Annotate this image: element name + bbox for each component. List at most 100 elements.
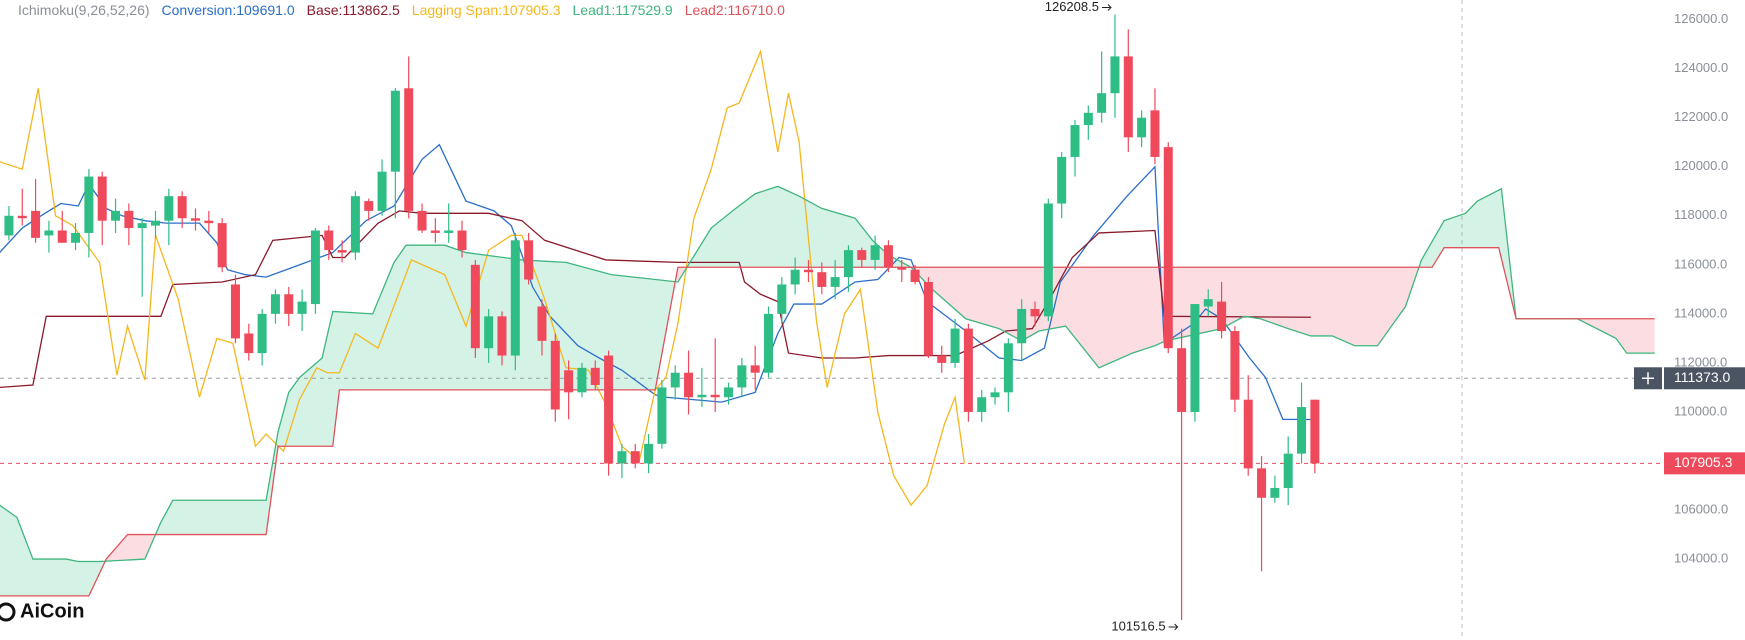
y-tick-label: 104000.0 (1674, 551, 1728, 566)
candle-body (244, 333, 254, 354)
candle-body (190, 218, 200, 221)
extreme-arrow (1168, 623, 1179, 631)
candle-body (177, 196, 187, 219)
candle-body (444, 230, 454, 233)
indicator-legend: Ichimoku(9,26,52,26) Conversion:109691.0… (18, 2, 785, 18)
candle-body (777, 284, 787, 314)
candle-body (1123, 56, 1133, 138)
candle-body (217, 223, 227, 268)
candle-body (71, 232, 81, 243)
y-tick-label: 126000.0 (1674, 11, 1728, 26)
candle-body (817, 272, 827, 287)
candle-body (670, 372, 680, 388)
candle-body (350, 196, 360, 253)
candle-body (963, 328, 973, 412)
lagging-span-line (0, 49, 966, 507)
y-tick-label: 124000.0 (1674, 60, 1728, 75)
plus-icon (1642, 372, 1654, 385)
y-tick-label: 118000.0 (1674, 207, 1727, 222)
candle-body (1163, 147, 1173, 349)
candle-body (657, 387, 667, 444)
candle-body (1097, 93, 1107, 113)
candle-body (644, 443, 654, 464)
candle-body (417, 210, 427, 231)
candle-body (1203, 299, 1213, 307)
candle-body (910, 269, 920, 282)
candle-body (230, 284, 240, 339)
candle-body (430, 230, 440, 233)
candle-body (1070, 125, 1080, 157)
y-tick-label: 120000.0 (1674, 158, 1728, 173)
candle-body (630, 451, 640, 464)
candle-body (510, 240, 520, 356)
candle-body (1190, 304, 1200, 412)
y-tick-label: 106000.0 (1674, 501, 1728, 516)
candle-body (484, 316, 494, 349)
candle-body (497, 316, 507, 356)
candle-body (577, 367, 587, 393)
candle-body (470, 264, 480, 349)
logo (0, 602, 16, 622)
candle-body (803, 269, 813, 273)
candle-body (324, 230, 334, 251)
legend-entry: Lead2:116710.0 (684, 2, 785, 18)
candle-body (830, 277, 840, 287)
candle-body (44, 230, 54, 236)
candle-body (17, 215, 27, 219)
legend-entry: Lagging Span:107905.3 (411, 2, 561, 18)
base-line (0, 210, 1311, 389)
indicator-name: Ichimoku(9,26,52,26) (18, 2, 150, 18)
candle-body (1310, 399, 1320, 464)
lead2-line (0, 247, 1655, 597)
candle-body (604, 355, 614, 464)
candle-body (1137, 117, 1147, 138)
candle-body (1177, 348, 1187, 412)
candle-body (1297, 407, 1307, 454)
legend-entry: Conversion:109691.0 (161, 2, 295, 18)
y-tick-label: 122000.0 (1674, 109, 1728, 124)
candle-body (337, 250, 347, 253)
candle-body (97, 176, 107, 221)
candle-body (684, 372, 694, 398)
candle-body (257, 313, 267, 354)
candle-body (724, 387, 734, 398)
lead1-line (0, 185, 1655, 563)
candle-body (390, 90, 400, 172)
candle-body (204, 220, 214, 224)
price-box-label: 111373.0 (1674, 369, 1731, 385)
candle-body (950, 328, 960, 363)
extreme-label: 101516.5 (1111, 618, 1165, 633)
candle-body (590, 367, 600, 385)
candle-body (1150, 110, 1160, 157)
y-tick-label: 110000.0 (1674, 403, 1727, 418)
candle-body (697, 394, 707, 398)
candle-body (457, 230, 467, 251)
candle-body (124, 210, 134, 229)
candle-body (524, 240, 534, 280)
candle-body (31, 210, 41, 238)
candle-body (737, 365, 747, 388)
candle-body (550, 340, 560, 410)
candle-body (4, 215, 14, 236)
candle-body (937, 355, 947, 363)
legend-entry: Lead1:117529.9 (572, 2, 673, 18)
y-tick-label: 116000.0 (1674, 256, 1727, 271)
candle-body (364, 201, 374, 211)
price-box (1664, 452, 1745, 475)
candle-body (1217, 301, 1227, 332)
candle-body (1083, 112, 1093, 126)
candle-body (537, 306, 547, 341)
candle-body (111, 210, 121, 221)
candle-body (897, 267, 907, 270)
candle-body (990, 392, 1000, 398)
candle-body (1230, 331, 1240, 400)
candle-body (1243, 399, 1253, 469)
candle-body (1257, 468, 1267, 498)
candle-body (164, 196, 174, 221)
extreme-label: 126208.5 (1045, 0, 1099, 14)
candle-body (1003, 343, 1013, 393)
watermark: AiCoin (20, 600, 84, 622)
legend-entry: Base:113862.5 (306, 2, 400, 18)
